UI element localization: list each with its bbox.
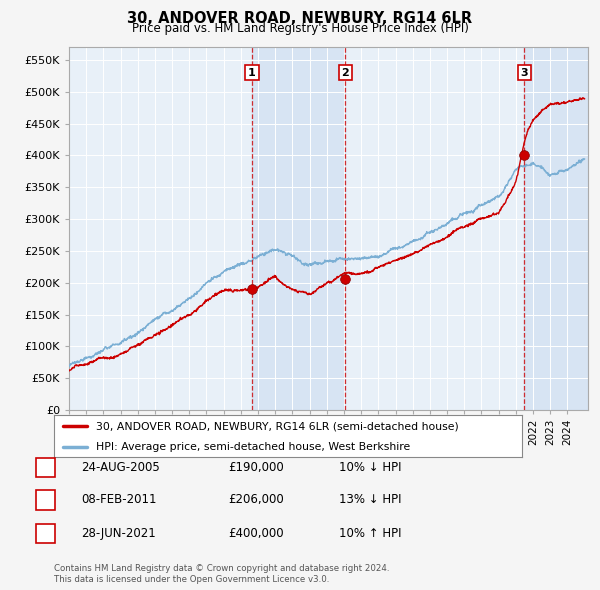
Text: 10% ↓ HPI: 10% ↓ HPI [339,461,401,474]
Text: 1: 1 [42,463,49,472]
Text: 28-JUN-2021: 28-JUN-2021 [81,527,156,540]
Text: 3: 3 [42,529,49,538]
Text: £190,000: £190,000 [228,461,284,474]
Text: 2: 2 [42,495,49,504]
Text: This data is licensed under the Open Government Licence v3.0.: This data is licensed under the Open Gov… [54,575,329,584]
Text: 24-AUG-2005: 24-AUG-2005 [81,461,160,474]
Text: £400,000: £400,000 [228,527,284,540]
Text: 30, ANDOVER ROAD, NEWBURY, RG14 6LR (semi-detached house): 30, ANDOVER ROAD, NEWBURY, RG14 6LR (sem… [96,421,459,431]
Bar [524,47,588,410]
Bar [252,47,346,410]
Text: 1: 1 [248,68,256,78]
Text: £206,000: £206,000 [228,493,284,506]
Text: Contains HM Land Registry data © Crown copyright and database right 2024.: Contains HM Land Registry data © Crown c… [54,565,389,573]
Text: 10% ↑ HPI: 10% ↑ HPI [339,527,401,540]
Text: 08-FEB-2011: 08-FEB-2011 [81,493,157,506]
Text: 2: 2 [341,68,349,78]
Text: 13% ↓ HPI: 13% ↓ HPI [339,493,401,506]
Text: 3: 3 [520,68,528,78]
Text: 30, ANDOVER ROAD, NEWBURY, RG14 6LR: 30, ANDOVER ROAD, NEWBURY, RG14 6LR [127,11,473,25]
Text: HPI: Average price, semi-detached house, West Berkshire: HPI: Average price, semi-detached house,… [96,442,410,451]
Text: Price paid vs. HM Land Registry's House Price Index (HPI): Price paid vs. HM Land Registry's House … [131,22,469,35]
